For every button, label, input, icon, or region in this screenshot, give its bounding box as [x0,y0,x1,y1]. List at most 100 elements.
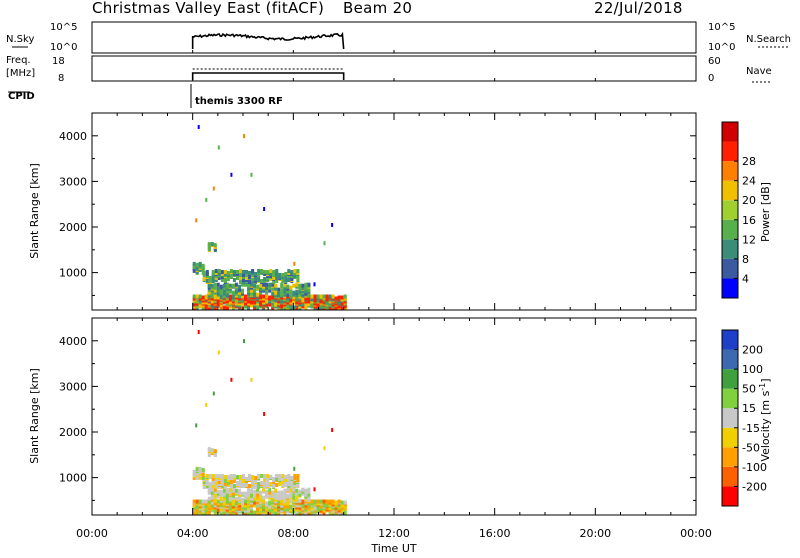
velocity-cell [316,499,320,504]
power-cell [251,280,255,284]
velocity-cell [277,490,281,495]
power-cell [241,288,244,293]
velocity-cell [205,402,208,407]
velocity-colorbar-segment [722,330,738,350]
power-cell [231,295,235,300]
power-cell [263,270,267,274]
velocity-cell [225,492,229,497]
power-cell [250,282,253,287]
power-cell [271,295,275,300]
velocity-cell [201,499,205,504]
velocity-cell [192,469,196,474]
power-ytick-label-1: 2000 [59,221,87,234]
nave-label: Nave [746,66,772,77]
power-ylabel: Slant Range [km] [28,163,41,259]
velocity-cell [313,506,317,511]
power-cell [192,261,196,266]
velocity-cell [248,474,251,478]
power-cell [211,270,215,274]
power-cell [244,297,247,302]
power-cell [238,287,241,292]
velocity-cell [310,499,314,504]
power-cell [226,271,230,275]
velocity-cell [247,491,250,496]
velocity-cell [223,475,227,479]
power-cell [213,295,217,300]
velocity-cell [262,498,266,503]
freq-label-1: Freq. [6,55,31,66]
velocity-cell [271,490,275,495]
power-cell [340,295,344,300]
power-cell [340,305,344,310]
station-title: Christmas Valley East (fitACF) [92,0,324,17]
velocity-cell [260,474,264,478]
velocity-colorbar-label-sup: -1 [758,383,767,391]
power-cell [271,291,275,296]
velocity-cell [242,474,245,478]
velocity-cell [210,495,214,500]
power-cell [244,304,247,309]
velocity-colorbar-label: Velocity [m s-1] [758,378,772,461]
velocity-cell [248,477,251,481]
velocity-cell [242,479,245,483]
power-cell [234,282,238,287]
power-cell [244,294,247,299]
velocity-cell [281,477,285,481]
power-cell [223,270,227,274]
velocity-cell [286,507,290,512]
beam-label: Beam 20 [343,0,412,17]
velocity-cell [293,466,296,471]
velocity-cell [192,510,196,515]
power-cell [225,282,229,287]
velocity-cell [239,475,242,479]
power-cell [281,279,285,283]
power-cell [296,278,300,282]
power-cell [239,269,242,273]
power-cell [268,295,272,300]
power-colorbar-segment [722,200,738,220]
power-cell [236,276,239,280]
velocity-cell [205,480,209,484]
nsky-panel-frame [91,21,697,54]
power-cell [243,134,245,139]
velocity-cell [210,487,214,492]
power-cell [323,241,326,246]
power-cell [334,296,338,301]
power-colorbar-tick-label-1: 8 [742,253,749,266]
velocity-cell [275,474,279,478]
velocity-cell [213,487,217,492]
power-cell [213,282,217,287]
power-cell [253,288,257,293]
power-cell [210,242,214,247]
velocity-cell [217,350,220,355]
velocity-cell [283,491,287,496]
power-cell [289,305,293,310]
velocity-cell [269,482,273,486]
velocity-cell [226,475,230,479]
velocity-cell [277,494,281,499]
power-cell [296,269,300,273]
velocity-cell [287,474,291,478]
velocity-cell [241,497,244,502]
velocity-colorbar-tick-label-4: 15 [742,402,756,415]
velocity-cell [217,480,221,484]
velocity-cell [250,493,253,498]
power-cell [251,269,255,273]
power-cell [260,279,264,283]
velocity-cell [316,508,320,513]
velocity-cell [217,474,221,478]
velocity-cell [245,477,248,481]
power-cell [262,294,266,299]
velocity-cell [259,497,263,502]
power-cell [223,278,227,282]
power-colorbar-segment [722,219,738,240]
power-colorbar-tick-label-0: 4 [742,272,749,285]
power-cell [232,270,236,274]
velocity-cell [216,494,220,499]
velocity-colorbar-label-end: ] [759,378,772,382]
velocity-cell [263,478,267,482]
power-cell [316,294,320,299]
power-cell [216,282,220,287]
velocity-cell [248,484,251,488]
power-cell [307,293,311,298]
